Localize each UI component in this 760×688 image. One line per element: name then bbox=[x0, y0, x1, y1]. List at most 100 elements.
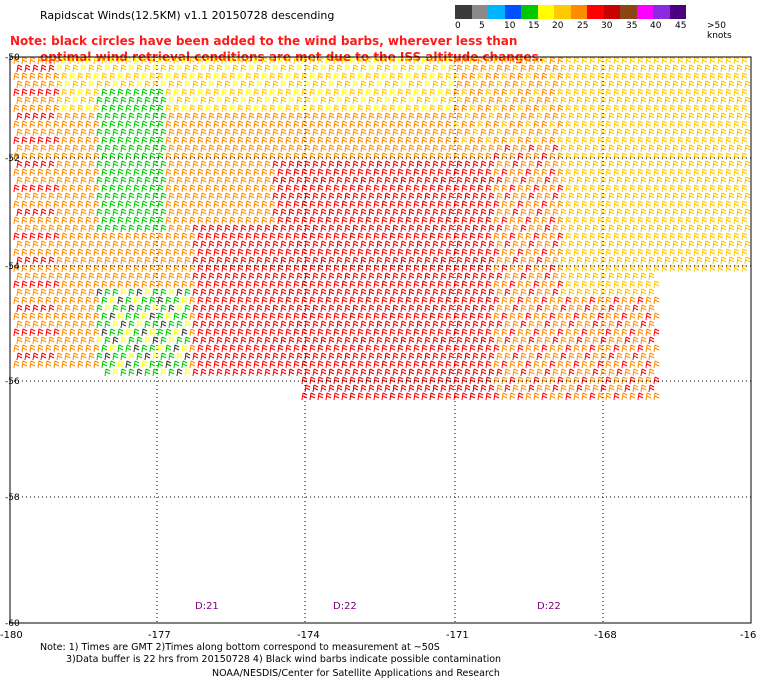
wind-barb bbox=[549, 248, 556, 257]
wind-barb bbox=[240, 304, 247, 313]
wind-barb bbox=[48, 320, 55, 329]
wind-barb bbox=[688, 208, 695, 217]
wind-barb bbox=[624, 64, 631, 73]
wind-barb bbox=[448, 320, 455, 329]
wind-barb bbox=[349, 200, 356, 209]
wind-barb bbox=[525, 248, 532, 257]
wind-barb bbox=[96, 112, 103, 121]
wind-barb bbox=[141, 136, 148, 145]
wind-barb bbox=[304, 160, 311, 169]
legend-swatch bbox=[471, 5, 488, 19]
wind-barb bbox=[624, 128, 631, 137]
wind-barb bbox=[616, 288, 623, 297]
wind-barb bbox=[272, 256, 279, 265]
wind-barb bbox=[37, 216, 44, 225]
wind-barb bbox=[725, 104, 732, 113]
wind-barb bbox=[125, 56, 132, 65]
wind-barb bbox=[133, 312, 140, 321]
wind-barb bbox=[408, 336, 415, 345]
wind-barb bbox=[373, 200, 380, 209]
wind-barb bbox=[397, 88, 404, 97]
wind-barb bbox=[133, 120, 140, 129]
wind-barb bbox=[125, 344, 132, 353]
wind-barb bbox=[533, 136, 540, 145]
wind-barb bbox=[424, 288, 431, 297]
wind-barb bbox=[525, 104, 532, 113]
wind-barb bbox=[392, 160, 399, 169]
wind-barb bbox=[608, 288, 615, 297]
wind-barb bbox=[264, 64, 271, 73]
wind-barb bbox=[608, 112, 615, 121]
wind-barb bbox=[373, 248, 380, 257]
wind-barb bbox=[349, 312, 356, 321]
wind-barb bbox=[157, 184, 164, 193]
wind-barb bbox=[197, 360, 204, 369]
wind-barb bbox=[560, 144, 567, 153]
wind-barb bbox=[101, 280, 108, 289]
wind-barb bbox=[189, 136, 196, 145]
wind-barb bbox=[237, 312, 244, 321]
latitude-label: -54 bbox=[5, 262, 20, 272]
wind-barb bbox=[256, 368, 263, 377]
wind-barb bbox=[448, 336, 455, 345]
wind-barb bbox=[344, 240, 351, 249]
wind-barb bbox=[328, 128, 335, 137]
wind-barb bbox=[509, 280, 516, 289]
wind-barb bbox=[109, 152, 116, 161]
wind-barb bbox=[453, 200, 460, 209]
wind-barb bbox=[445, 56, 452, 65]
wind-barb bbox=[400, 352, 407, 361]
wind-barb bbox=[437, 344, 444, 353]
wind-barb bbox=[413, 232, 420, 241]
wind-barb bbox=[632, 96, 639, 105]
wind-barb bbox=[685, 120, 692, 129]
wind-barb bbox=[445, 152, 452, 161]
wind-barb bbox=[429, 280, 436, 289]
wind-barb bbox=[325, 328, 332, 337]
wind-barb bbox=[677, 248, 684, 257]
wind-barb bbox=[408, 144, 415, 153]
wind-barb bbox=[256, 272, 263, 281]
wind-barb bbox=[637, 184, 644, 193]
wind-barb bbox=[224, 80, 231, 89]
wind-barb bbox=[45, 296, 52, 305]
wind-barb bbox=[720, 256, 727, 265]
wind-barb bbox=[456, 320, 463, 329]
wind-barb bbox=[637, 312, 644, 321]
wind-barb bbox=[96, 96, 103, 105]
wind-barb bbox=[480, 240, 487, 249]
wind-barb bbox=[104, 80, 111, 89]
wind-barb bbox=[528, 176, 535, 185]
wind-barb bbox=[493, 280, 500, 289]
wind-barb bbox=[304, 176, 311, 185]
wind-barb bbox=[397, 392, 404, 401]
wind-barb bbox=[165, 72, 172, 81]
wind-barb bbox=[421, 328, 428, 337]
wind-barb bbox=[120, 80, 127, 89]
wind-barb bbox=[389, 152, 396, 161]
wind-barb bbox=[264, 144, 271, 153]
wind-barb bbox=[592, 352, 599, 361]
wind-barb bbox=[77, 136, 84, 145]
wind-barb bbox=[264, 128, 271, 137]
wind-barb bbox=[133, 88, 140, 97]
wind-barb bbox=[565, 360, 572, 369]
wind-barb bbox=[253, 248, 260, 257]
wind-barb bbox=[472, 272, 479, 281]
wind-barb bbox=[480, 288, 487, 297]
wind-barb bbox=[173, 136, 180, 145]
wind-barb bbox=[301, 296, 308, 305]
wind-barb bbox=[736, 128, 743, 137]
wind-barb bbox=[117, 344, 124, 353]
wind-barb bbox=[584, 272, 591, 281]
wind-barb bbox=[688, 144, 695, 153]
wind-barb bbox=[608, 208, 615, 217]
wind-barb bbox=[725, 200, 732, 209]
wind-barb bbox=[573, 232, 580, 241]
wind-barb bbox=[392, 272, 399, 281]
wind-barb bbox=[285, 136, 292, 145]
wind-barb bbox=[720, 80, 727, 89]
wind-barb bbox=[152, 240, 159, 249]
wind-barb bbox=[536, 128, 543, 137]
wind-barb bbox=[165, 216, 172, 225]
